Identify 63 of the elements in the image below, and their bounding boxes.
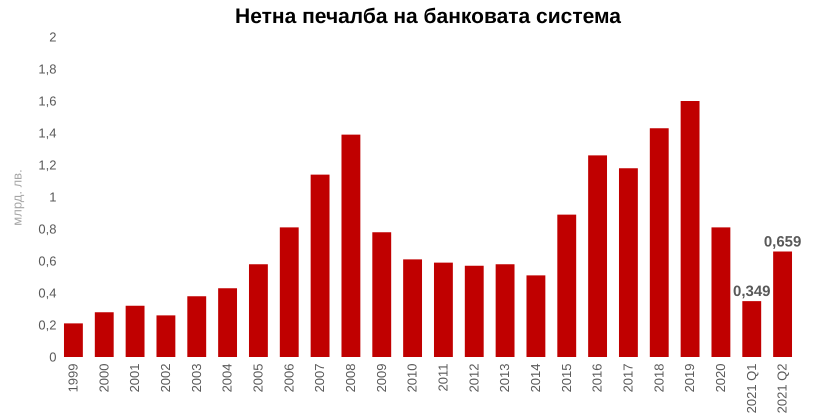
bar bbox=[94, 312, 114, 357]
x-tick-label: 2007 bbox=[312, 364, 328, 392]
y-tick-label: 0,4 bbox=[38, 286, 56, 300]
bar bbox=[341, 134, 360, 357]
bar bbox=[187, 296, 206, 357]
bar bbox=[403, 259, 422, 357]
bar bbox=[218, 288, 238, 357]
y-tick-label: 1,8 bbox=[38, 62, 56, 76]
x-tick-label: 2004 bbox=[220, 364, 235, 392]
y-tick-label: 0 bbox=[49, 350, 56, 364]
bar bbox=[372, 232, 392, 357]
x-tick-label: 2013 bbox=[497, 364, 512, 392]
y-tick-label: 1,2 bbox=[38, 158, 56, 172]
y-tick-label: 0,6 bbox=[38, 254, 56, 268]
bar bbox=[464, 266, 484, 357]
y-axis-title: млрд. лв. bbox=[9, 169, 24, 226]
y-tick-label: 0,2 bbox=[38, 318, 56, 332]
x-tick-label: 2008 bbox=[342, 364, 358, 392]
x-tick-label: 2003 bbox=[188, 364, 204, 392]
x-tick-label: 2014 bbox=[528, 364, 543, 392]
x-tick-label: 2020 bbox=[712, 364, 728, 392]
x-tick-label: 2002 bbox=[158, 364, 173, 392]
x-tick-label: 2010 bbox=[404, 364, 420, 392]
x-tick-label: 2018 bbox=[651, 364, 666, 392]
x-tick-label: 2001 bbox=[127, 364, 142, 392]
y-tick-label: 1,6 bbox=[38, 94, 56, 108]
y-tick-label: 1 bbox=[49, 190, 56, 204]
bar bbox=[526, 275, 546, 357]
bar bbox=[434, 262, 453, 357]
bar bbox=[126, 306, 145, 357]
x-tick-label: 2012 bbox=[466, 364, 482, 392]
chart-title: Нетна печалба на банковата система bbox=[235, 5, 622, 28]
y-tick-label: 1,4 bbox=[38, 126, 56, 140]
x-tick-label: 2017 bbox=[620, 364, 636, 392]
data-label: 0,349 bbox=[732, 283, 771, 300]
bar bbox=[248, 264, 268, 357]
x-tick-label: 2019 bbox=[682, 364, 698, 392]
bar bbox=[310, 174, 330, 357]
bar bbox=[618, 168, 638, 357]
x-tick-label: 2015 bbox=[558, 364, 574, 392]
bar bbox=[650, 128, 669, 357]
bar bbox=[588, 155, 608, 357]
bar bbox=[280, 227, 299, 357]
x-tick-label: 2009 bbox=[374, 364, 389, 392]
bar bbox=[742, 301, 762, 357]
x-tick-label: 2016 bbox=[590, 364, 605, 392]
bar bbox=[711, 227, 730, 357]
bar bbox=[557, 214, 576, 357]
x-tick-label: 2021 Q1 bbox=[744, 364, 759, 414]
bar bbox=[156, 315, 176, 357]
x-tick-label: 2011 bbox=[435, 364, 450, 392]
x-tick-label: 2021 Q2 bbox=[774, 364, 790, 414]
x-tick-label: 1999 bbox=[65, 364, 80, 392]
y-tick-label: 0,8 bbox=[38, 222, 56, 236]
x-tick-label: 2006 bbox=[281, 364, 296, 392]
x-tick-label: 2000 bbox=[96, 364, 112, 392]
y-tick-label: 2 bbox=[49, 30, 56, 44]
data-label: 0,659 bbox=[764, 234, 802, 251]
bar bbox=[496, 264, 515, 357]
bar bbox=[773, 252, 792, 357]
bar bbox=[680, 101, 700, 357]
x-tick-label: 2005 bbox=[250, 364, 266, 392]
bar bbox=[64, 323, 83, 357]
